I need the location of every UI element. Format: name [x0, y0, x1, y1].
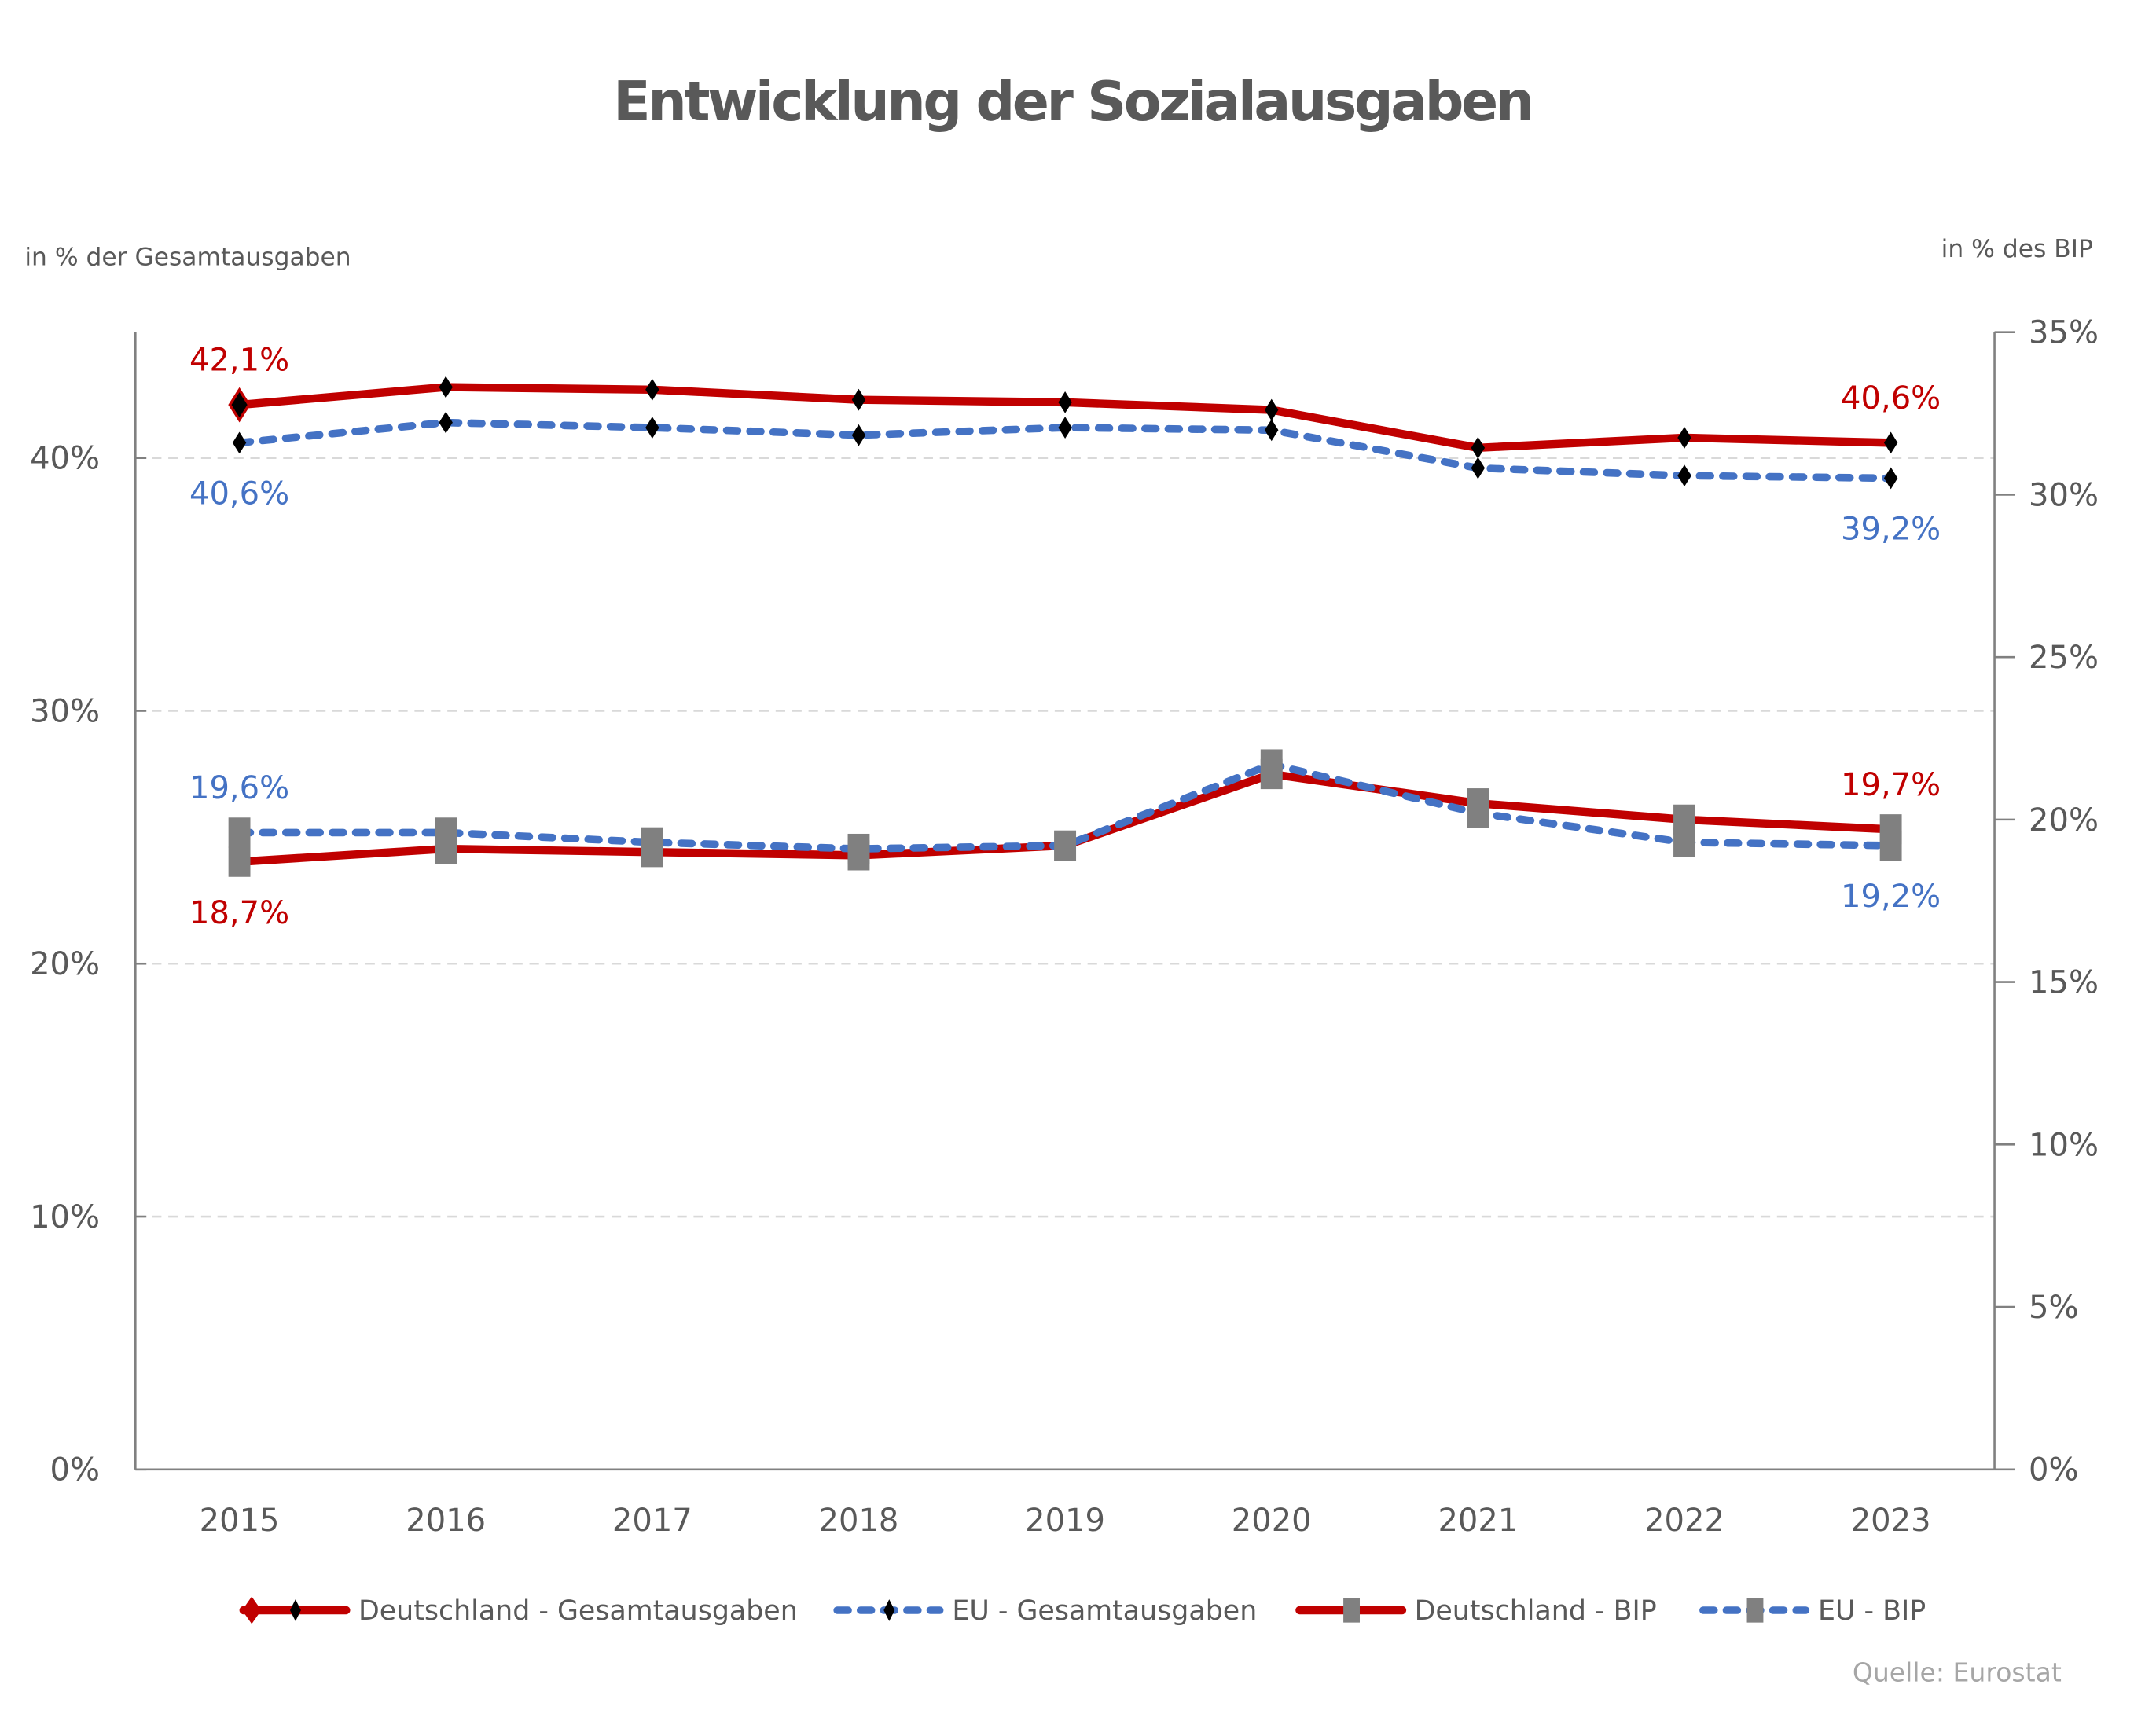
x-axis-ticks: 2015 2016 2017 2018 2019 2020 2021 2022 2023	[200, 1503, 1931, 1539]
data-label: 42,1%	[189, 343, 289, 379]
data-point-marker	[1471, 457, 1486, 479]
data-point-marker	[1058, 391, 1072, 413]
legend-square-icon	[1343, 1598, 1360, 1623]
data-point-marker	[439, 411, 453, 434]
data-labels: 42,1% 40,6% 40,6% 39,2% 18,7% 19,7% 19,6% 19,2%	[189, 343, 1941, 931]
left-tick-label: 0%	[50, 1452, 100, 1488]
data-point-marker	[1677, 464, 1691, 487]
data-point-marker	[435, 817, 457, 848]
data-point-marker	[1265, 419, 1279, 442]
legend-square-icon	[1746, 1598, 1764, 1623]
data-point-marker	[232, 431, 247, 454]
x-tick-label: 2020	[1232, 1503, 1312, 1539]
axes	[134, 332, 1996, 1471]
right-tick-label: 35%	[2029, 315, 2099, 351]
data-label: 19,6%	[189, 770, 289, 806]
data-point-marker	[1879, 830, 1902, 861]
left-tick-label: 40%	[30, 441, 100, 477]
legend-label: Deutschland - BIP	[1415, 1595, 1657, 1627]
data-point-marker	[1471, 436, 1486, 459]
chart-title: Entwicklung der Sozialausgaben	[613, 70, 1532, 134]
right-tick-label: 20%	[2029, 802, 2099, 839]
data-point-marker	[228, 817, 251, 848]
legend-item: Deutschland - Gesamtausgaben	[239, 1595, 798, 1627]
legend-diamond-icon	[289, 1599, 301, 1621]
data-point-marker	[1260, 749, 1283, 780]
legend-item: EU - BIP	[1699, 1595, 1926, 1627]
data-label: 19,7%	[1841, 767, 1941, 803]
left-tick-label: 10%	[30, 1199, 100, 1235]
legend-item: Deutschland - BIP	[1295, 1595, 1657, 1627]
data-point-marker	[1673, 827, 1695, 857]
left-tick-label: 20%	[30, 946, 100, 982]
right-tick-label: 15%	[2029, 965, 2099, 1001]
data-point-marker	[1265, 398, 1279, 421]
left-axis-ticks: 0% 10% 20% 30% 40%	[30, 441, 147, 1488]
right-axis-ticks: 0% 5% 10% 15% 20% 25% 30% 35%	[1994, 315, 2099, 1488]
data-point-marker	[228, 846, 251, 877]
gridlines	[135, 457, 1995, 1218]
data-point-marker	[1883, 431, 1898, 454]
x-tick-label: 2021	[1438, 1503, 1518, 1539]
data-point-marker	[1054, 830, 1077, 861]
right-tick-label: 5%	[2029, 1290, 2078, 1326]
data-point-marker	[641, 827, 663, 857]
legend-diamond-icon	[242, 1596, 262, 1624]
data-point-marker	[1058, 417, 1072, 439]
series-group	[228, 376, 1902, 877]
data-label: 18,7%	[189, 895, 289, 931]
data-label: 40,6%	[189, 476, 289, 512]
legend: Deutschland - Gesamtausgaben EU - Gesamta…	[239, 1595, 1926, 1627]
data-label: 19,2%	[1841, 879, 1941, 915]
source-note: Quelle: Eurostat	[1853, 1657, 2062, 1687]
data-label: 40,6%	[1841, 380, 1941, 417]
legend-label: EU - BIP	[1818, 1595, 1926, 1627]
x-tick-label: 2019	[1025, 1503, 1105, 1539]
data-point-marker	[1677, 427, 1691, 449]
left-axis-unit-label: in % der Gesamtausgaben	[24, 243, 351, 271]
data-point-marker	[439, 376, 453, 398]
data-label: 39,2%	[1841, 512, 1941, 548]
data-point-marker	[645, 378, 659, 401]
x-tick-label: 2023	[1851, 1503, 1931, 1539]
legend-label: Deutschland - Gesamtausgaben	[358, 1595, 798, 1627]
right-tick-label: 30%	[2029, 477, 2099, 513]
data-point-marker	[645, 417, 659, 439]
legend-label: EU - Gesamtausgaben	[952, 1595, 1257, 1627]
legend-item: EU - Gesamtausgaben	[833, 1595, 1257, 1627]
x-tick-label: 2017	[612, 1503, 692, 1539]
x-tick-label: 2015	[200, 1503, 280, 1539]
right-tick-label: 10%	[2029, 1127, 2099, 1163]
data-point-marker	[1467, 798, 1489, 828]
data-point-marker	[1883, 467, 1898, 490]
x-tick-label: 2016	[406, 1503, 486, 1539]
right-tick-label: 25%	[2029, 640, 2099, 676]
left-tick-label: 30%	[30, 693, 100, 729]
right-axis-unit-label: in % des BIP	[1941, 235, 2093, 263]
data-point-marker	[851, 388, 866, 411]
data-point-marker	[228, 387, 251, 423]
data-point-marker	[847, 833, 870, 864]
x-tick-label: 2018	[819, 1503, 899, 1539]
x-tick-label: 2022	[1644, 1503, 1724, 1539]
right-tick-label: 0%	[2029, 1452, 2078, 1488]
legend-diamond-icon	[883, 1599, 895, 1621]
data-point-marker	[851, 424, 866, 446]
